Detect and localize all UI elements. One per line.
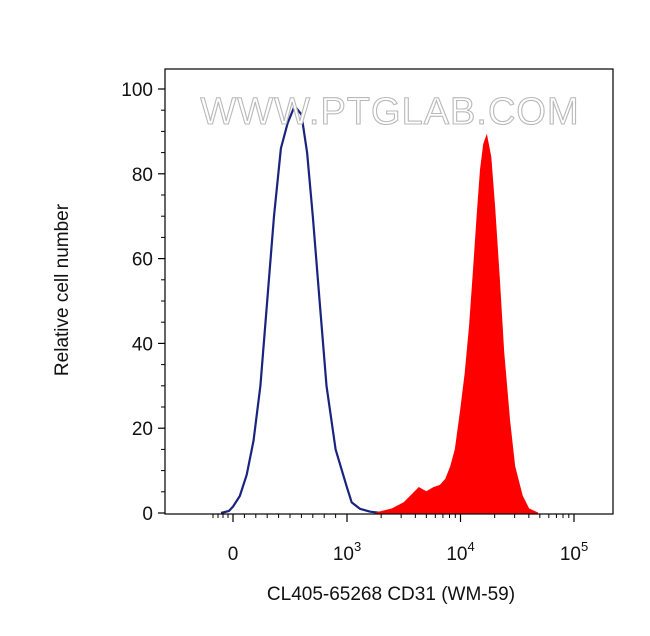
plot-frame — [164, 68, 614, 515]
y-tick-label: 60 — [132, 250, 153, 271]
series-1-filled-area — [375, 133, 539, 514]
series-0-outline — [220, 104, 382, 515]
axes: 0 20 40 60 80 100 0 103 104 105 — [121, 68, 614, 565]
y-tick-label: 20 — [132, 419, 153, 440]
y-tick-label: 0 — [142, 504, 153, 525]
y-tick-label: 40 — [132, 334, 153, 355]
plot-area — [220, 104, 539, 515]
x-tick-label: 0 — [228, 544, 239, 565]
x-axis-title: CL405-65268 CD31 (WM-59) — [267, 584, 515, 605]
watermark-text: WWW.PTGLAB.COM — [200, 91, 579, 133]
y-tick-label: 80 — [132, 165, 153, 186]
x-tick-label: 104 — [446, 539, 474, 565]
x-tick-label: 103 — [333, 539, 361, 565]
y-axis-title: Relative cell number — [52, 203, 73, 376]
x-tick-label: 105 — [560, 539, 588, 565]
y-tick-label: 100 — [121, 80, 153, 101]
